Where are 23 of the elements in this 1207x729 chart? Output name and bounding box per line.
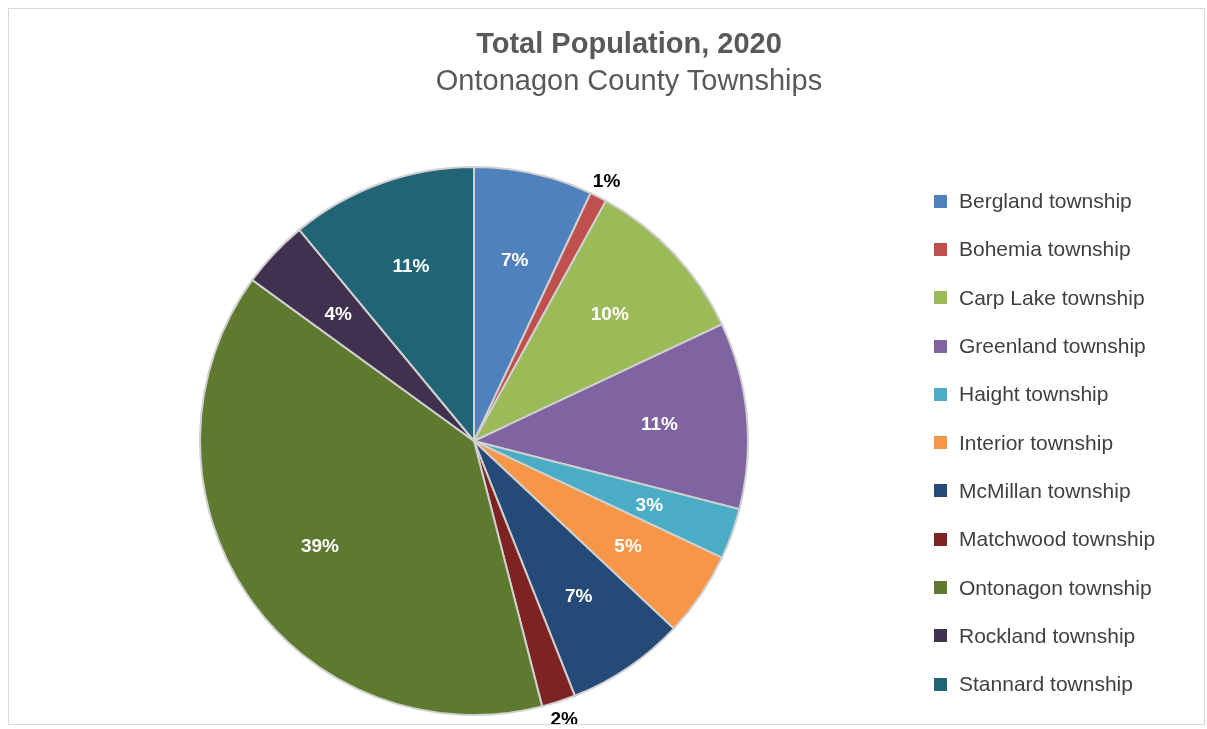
legend-label: Bergland township <box>959 189 1132 214</box>
data-label: 7% <box>500 248 529 270</box>
data-label: 1% <box>592 170 621 192</box>
chart-title: Total Population, 2020 <box>475 27 783 60</box>
legend-label: Interior township <box>959 430 1114 455</box>
legend-label: Carp Lake township <box>959 285 1145 310</box>
legend-label: Haight township <box>959 382 1109 407</box>
data-label: 4% <box>324 302 353 324</box>
data-label: 3% <box>635 493 664 515</box>
legend-label: Ontonagon township <box>959 575 1152 600</box>
data-label: 7% <box>564 584 593 606</box>
legend-label: Rockland township <box>959 623 1136 648</box>
legend-label: Greenland township <box>959 334 1146 359</box>
data-label: 10% <box>590 302 629 324</box>
chart-subtitle: Ontonagon County Townships <box>434 64 824 97</box>
legend-label: Stannard township <box>959 672 1133 697</box>
legend-label: Bohemia township <box>959 237 1131 262</box>
data-label: 11% <box>641 412 679 434</box>
legend-label: Matchwood township <box>959 527 1156 552</box>
data-label: 39% <box>300 535 340 557</box>
data-label: 11% <box>392 255 430 277</box>
legend-label: McMillan township <box>959 478 1131 503</box>
data-label: 5% <box>614 535 642 557</box>
